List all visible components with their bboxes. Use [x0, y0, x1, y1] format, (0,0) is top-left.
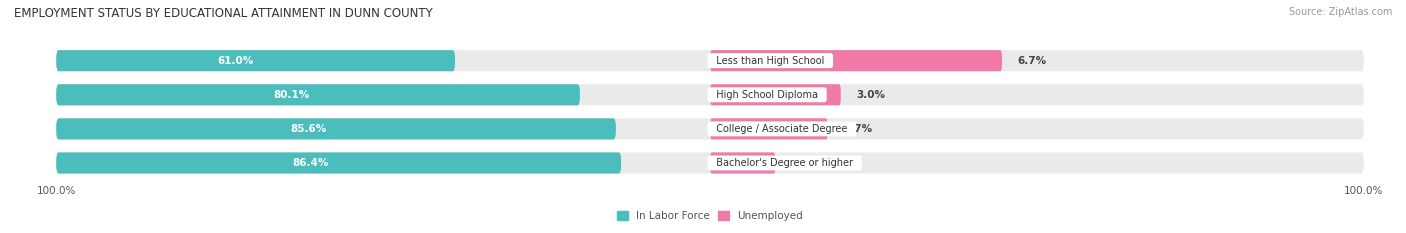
Text: 6.7%: 6.7%	[1017, 56, 1046, 66]
Text: 3.0%: 3.0%	[856, 90, 884, 100]
Text: 2.7%: 2.7%	[842, 124, 872, 134]
FancyBboxPatch shape	[56, 152, 1364, 174]
Text: College / Associate Degree: College / Associate Degree	[710, 124, 853, 134]
FancyBboxPatch shape	[56, 50, 456, 71]
FancyBboxPatch shape	[56, 50, 1364, 71]
Text: Less than High School: Less than High School	[710, 56, 831, 66]
Text: Source: ZipAtlas.com: Source: ZipAtlas.com	[1288, 7, 1392, 17]
Text: 80.1%: 80.1%	[274, 90, 311, 100]
Text: 1.5%: 1.5%	[790, 158, 820, 168]
Text: 61.0%: 61.0%	[218, 56, 254, 66]
Legend: In Labor Force, Unemployed: In Labor Force, Unemployed	[617, 211, 803, 221]
FancyBboxPatch shape	[56, 118, 1364, 140]
Text: Bachelor's Degree or higher: Bachelor's Degree or higher	[710, 158, 859, 168]
FancyBboxPatch shape	[56, 118, 616, 140]
Text: EMPLOYMENT STATUS BY EDUCATIONAL ATTAINMENT IN DUNN COUNTY: EMPLOYMENT STATUS BY EDUCATIONAL ATTAINM…	[14, 7, 433, 20]
FancyBboxPatch shape	[710, 84, 841, 105]
Text: High School Diploma: High School Diploma	[710, 90, 824, 100]
FancyBboxPatch shape	[56, 84, 579, 105]
Text: 86.4%: 86.4%	[292, 158, 329, 168]
FancyBboxPatch shape	[710, 50, 1002, 71]
FancyBboxPatch shape	[710, 152, 776, 174]
FancyBboxPatch shape	[710, 118, 828, 140]
FancyBboxPatch shape	[56, 152, 621, 174]
FancyBboxPatch shape	[56, 84, 1364, 105]
Text: 85.6%: 85.6%	[290, 124, 326, 134]
